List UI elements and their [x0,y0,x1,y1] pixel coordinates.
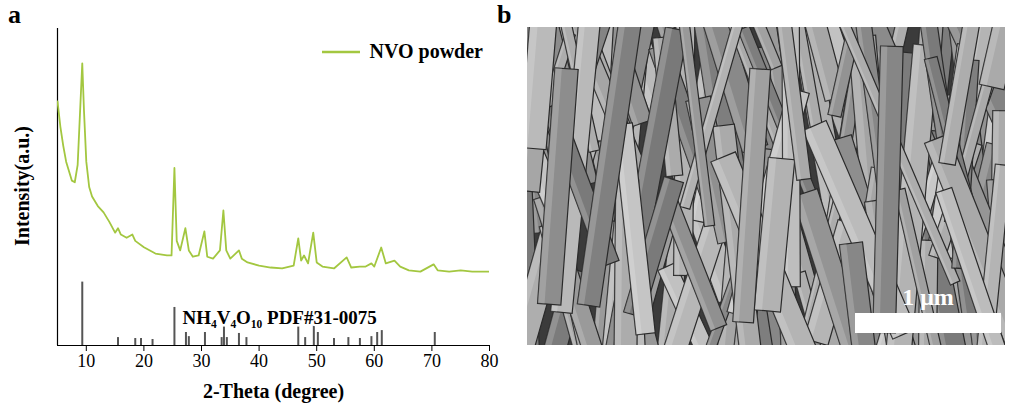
svg-text:60: 60 [365,351,383,371]
html-text:Intensity(a.u.): Intensity(a.u.) [10,126,33,246]
svg-text:10: 10 [77,351,95,371]
svg-text:1 μm: 1 μm [902,284,954,310]
svg-text:NH₄V₄O₁₀ PDF#31-0075: NH₄V₄O₁₀ PDF#31-0075 [183,307,377,328]
html-text:NVO powder: NVO powder [369,40,483,62]
html-text:a: a [8,0,21,29]
html-text:b: b [497,0,512,29]
svg-text:30: 30 [193,351,211,371]
svg-text:20: 20 [135,351,153,371]
svg-text:80: 80 [481,351,499,371]
svg-text:2-Theta (degree): 2-Theta (degree) [203,380,344,403]
svg-text:40: 40 [250,351,268,371]
svg-text:50: 50 [308,351,326,371]
svg-text:70: 70 [423,351,441,371]
